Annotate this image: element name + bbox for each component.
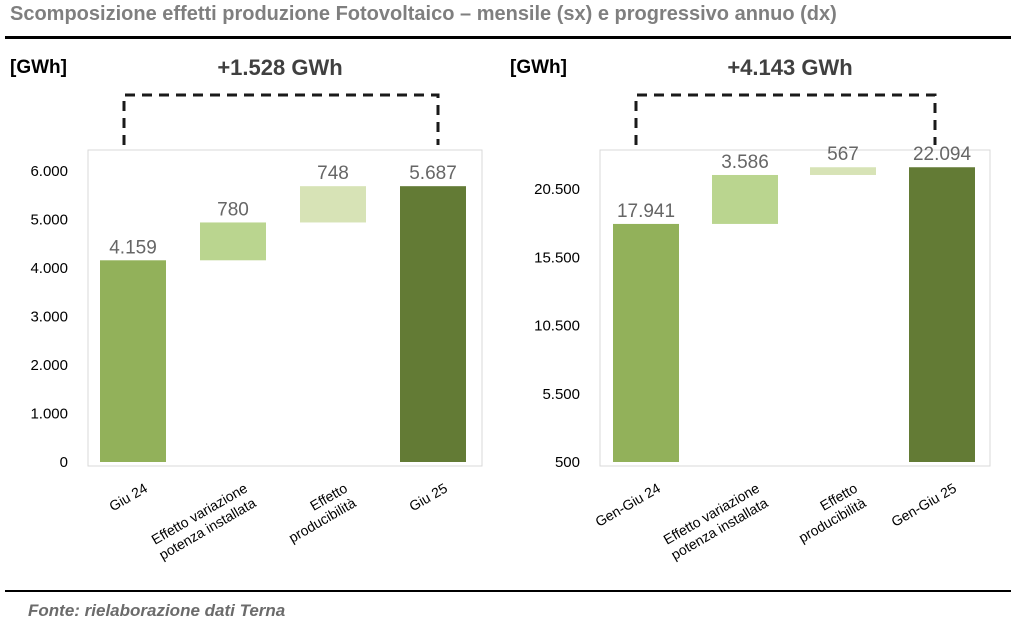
delta-bracket	[634, 93, 937, 145]
unit-label: [GWh]	[10, 57, 67, 78]
waterfall-bar	[810, 167, 876, 175]
plot-area-border	[87, 149, 483, 467]
data-label: 780	[217, 199, 249, 220]
waterfall-bar	[613, 223, 679, 462]
y-tick-label: 5.000	[30, 212, 68, 229]
waterfall-bar	[100, 260, 166, 462]
x-category-label: Gen-Giu 25	[888, 480, 959, 530]
monthly-waterfall-chart: [GWh] +1.528 GWh 0 1.000 2.000 3.000 4.000 5.00…	[10, 55, 483, 563]
waterfall-bar	[300, 186, 366, 223]
x-category-label-line: Gen-Giu 25	[888, 480, 959, 530]
x-category-label: Effetto variazionepotenza installata	[660, 480, 771, 563]
y-tick-label: 0	[60, 454, 68, 471]
delta-label: +1.528 GWh	[217, 55, 342, 80]
data-label: 17.941	[617, 201, 675, 222]
y-tick-label: 10.500	[534, 318, 580, 335]
data-label: 4.159	[109, 237, 157, 258]
y-tick-label: 4.000	[30, 260, 68, 277]
y-tick-label: 3.000	[30, 309, 68, 326]
ytd-waterfall-chart: [GWh] +4.143 GWh 500 5.500 10.500 15.500 20.50…	[510, 55, 991, 563]
bottom-rule	[5, 590, 1011, 592]
x-category-label: Gen-Giu 24	[592, 480, 663, 530]
y-tick-label: 20.500	[534, 181, 580, 198]
data-label: 5.687	[409, 163, 457, 184]
plot-area-border	[599, 149, 991, 467]
y-tick-label: 1.000	[30, 406, 68, 423]
top-rule	[5, 36, 1011, 39]
chart-title: Scomposizione effetti produzione Fotovol…	[10, 3, 837, 25]
source-note: Fonte: rielaborazione dati Terna	[28, 601, 286, 620]
y-tick-label: 5.500	[542, 386, 580, 403]
data-label: 3.586	[721, 152, 769, 173]
delta-label: +4.143 GWh	[727, 55, 852, 80]
data-label: 22.094	[913, 144, 972, 165]
data-label: 748	[317, 163, 349, 184]
y-tick-label: 6.000	[30, 163, 68, 180]
data-label: 567	[827, 144, 859, 165]
x-category-label: Effettoproducibilità	[787, 480, 868, 546]
waterfall-bar	[400, 186, 466, 463]
delta-bracket	[122, 93, 440, 145]
y-tick-label: 500	[555, 454, 580, 471]
waterfall-bar	[200, 222, 266, 261]
waterfall-bar	[909, 167, 975, 463]
waterfall-bar	[712, 174, 778, 224]
y-tick-label: 2.000	[30, 357, 68, 374]
y-tick-label: 15.500	[534, 249, 580, 266]
unit-label: [GWh]	[510, 57, 567, 78]
x-category-label-line: Gen-Giu 24	[592, 480, 663, 530]
